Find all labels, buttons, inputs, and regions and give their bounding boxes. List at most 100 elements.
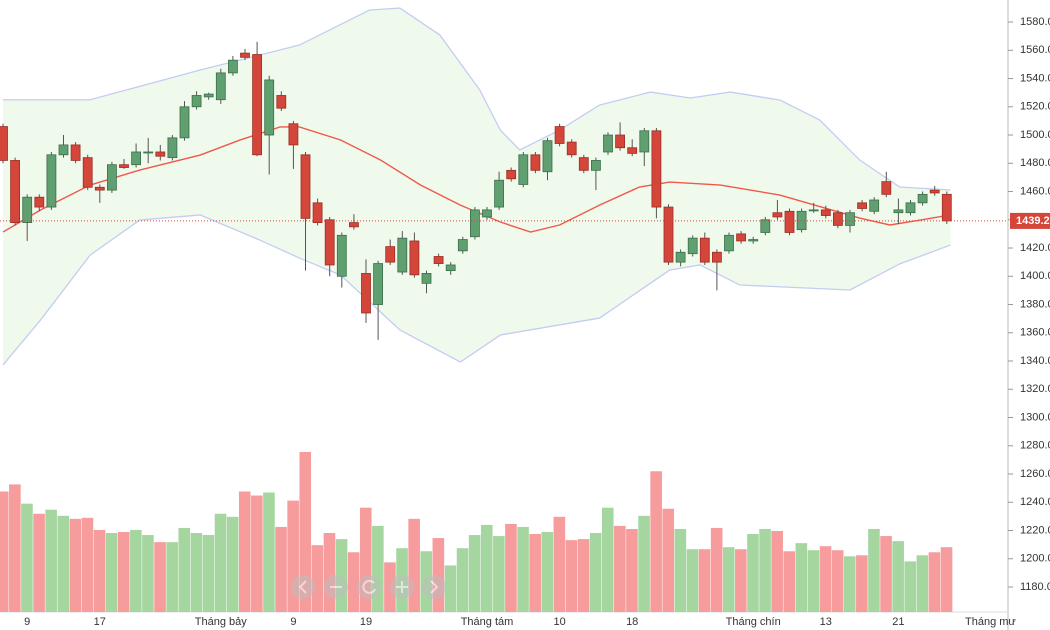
candle-body xyxy=(264,79,275,136)
y-tick-label: 1420.0 xyxy=(1020,242,1050,254)
volume-bar xyxy=(843,556,856,612)
candle-body xyxy=(591,160,601,171)
candle-body xyxy=(0,126,8,161)
candle-body xyxy=(542,140,553,173)
candle-body xyxy=(300,154,311,219)
candle-body xyxy=(385,246,396,263)
y-tick-label: 1220.0 xyxy=(1020,524,1050,536)
volume-bar xyxy=(226,516,239,612)
scroll-right-button[interactable] xyxy=(422,575,446,599)
volume-bar xyxy=(154,542,166,612)
candle-body xyxy=(215,72,226,101)
lower-band xyxy=(2,214,951,366)
volume-bar xyxy=(93,529,106,612)
volume-bar xyxy=(940,547,953,612)
volume-bar xyxy=(517,526,529,612)
candle-body xyxy=(336,234,347,277)
candle-body xyxy=(712,251,722,263)
scroll-left-button[interactable] xyxy=(291,575,315,599)
candle-body xyxy=(482,209,492,218)
candle-body xyxy=(905,202,916,214)
volume-bar xyxy=(238,491,251,612)
candle-body xyxy=(494,179,505,208)
reset-button[interactable] xyxy=(357,575,381,599)
volume-bar xyxy=(275,526,287,612)
x-tick-label: 9 xyxy=(24,616,30,628)
candle-body xyxy=(469,209,480,238)
x-tick-label: Tháng tám xyxy=(461,616,514,628)
volume-bar xyxy=(553,516,566,612)
volume-bar xyxy=(190,533,203,612)
candle-body xyxy=(252,54,263,156)
volume-bar xyxy=(819,546,832,612)
x-tick-label: 13 xyxy=(820,616,832,628)
candle-body xyxy=(687,237,698,255)
volume-bar xyxy=(359,507,372,612)
volume-bar xyxy=(710,527,723,612)
candle-body xyxy=(58,144,69,156)
last-price-box xyxy=(1010,212,1050,229)
volume-bar xyxy=(892,541,904,612)
volume-bar xyxy=(771,530,783,612)
volume-bar xyxy=(722,547,735,612)
volume-bar xyxy=(638,515,650,612)
icon xyxy=(362,579,376,594)
y-tick-label: 1180.0 xyxy=(1020,581,1050,593)
candle-body xyxy=(675,251,686,263)
x-tick-label: 18 xyxy=(626,616,638,628)
y-tick-label: 1560.0 xyxy=(1020,44,1050,56)
volume-bar xyxy=(856,555,868,612)
candle-body xyxy=(10,160,21,223)
candle-body xyxy=(881,181,892,195)
y-tick-label: 1240.0 xyxy=(1020,496,1050,508)
candle-body xyxy=(748,239,759,242)
volume-bar xyxy=(142,535,154,612)
candle-body xyxy=(941,193,952,222)
candle-body xyxy=(324,219,335,266)
candle-body xyxy=(421,273,432,284)
volume-bar xyxy=(916,555,929,612)
volume-bar xyxy=(444,565,457,612)
volume-bar xyxy=(831,550,844,612)
candle-body xyxy=(179,106,190,139)
candle-body xyxy=(46,154,57,208)
candle-body xyxy=(107,164,117,191)
volume-bar xyxy=(323,533,336,612)
volume-bar xyxy=(251,495,263,612)
candle-body xyxy=(530,154,541,171)
volume-bar xyxy=(601,507,614,612)
candle-body xyxy=(518,154,529,185)
volume-bar xyxy=(589,533,602,612)
volume-bar xyxy=(335,539,348,612)
y-tick-label: 1460.0 xyxy=(1020,185,1050,197)
volume-bar xyxy=(347,552,360,612)
candle-body xyxy=(784,210,795,233)
last-price-label: 1439.2 xyxy=(1016,215,1050,227)
candle-body xyxy=(445,264,456,272)
candle-body xyxy=(627,147,638,154)
candle-body xyxy=(119,164,129,168)
x-tick-label: 21 xyxy=(892,616,904,628)
volume-bar xyxy=(480,524,493,612)
y-tick-label: 1340.0 xyxy=(1020,355,1050,367)
candle-body xyxy=(566,141,577,156)
y-tick-label: 1300.0 xyxy=(1020,411,1050,423)
candle-body xyxy=(94,186,105,191)
volume-bar xyxy=(880,536,892,612)
candle-body xyxy=(845,212,855,226)
volume-bar xyxy=(33,513,45,612)
candle-body xyxy=(34,196,45,208)
candle-body xyxy=(917,193,928,204)
volume-bar xyxy=(372,525,384,612)
candle-body xyxy=(736,233,746,242)
volume-bar xyxy=(287,500,299,612)
volume-bar xyxy=(130,529,142,612)
volume-bar xyxy=(166,542,178,612)
candle-body xyxy=(760,219,771,233)
volume-bar xyxy=(81,517,94,612)
candle-body xyxy=(397,237,408,273)
icon xyxy=(396,581,408,593)
candle-body xyxy=(699,237,710,263)
volume-bar xyxy=(432,538,445,612)
